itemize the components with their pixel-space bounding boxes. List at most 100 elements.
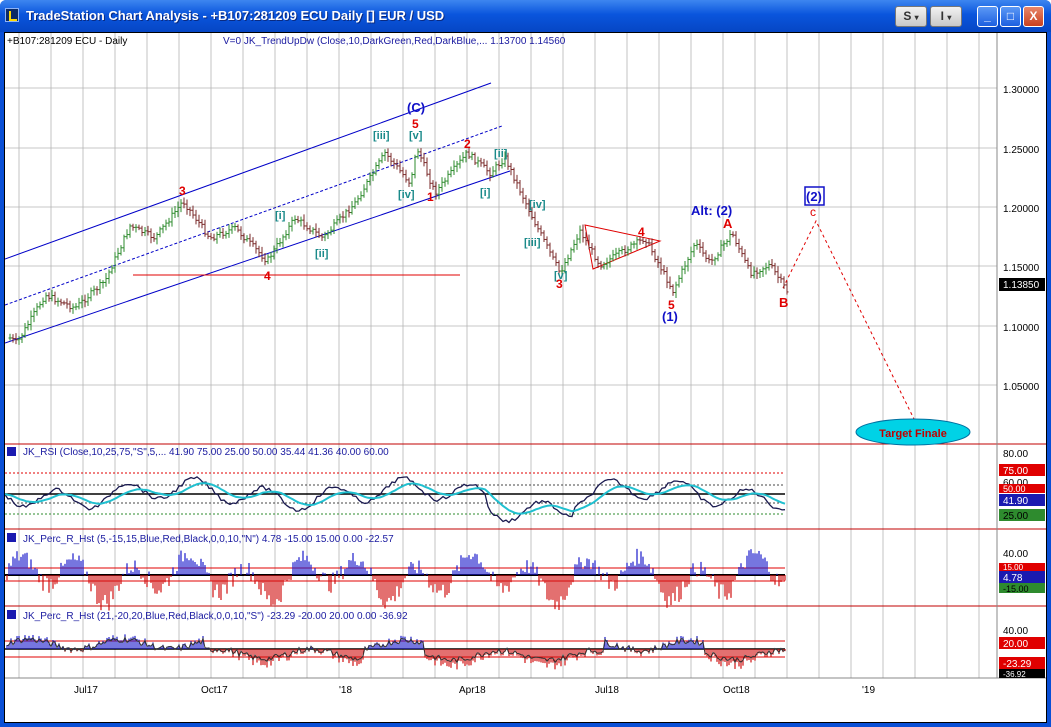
rsi-tick: 75.00 [1003, 466, 1028, 477]
time-tick: Oct17 [201, 685, 228, 696]
wave-label: [i] [480, 187, 491, 199]
perc2-tick: -23.29 [1003, 659, 1032, 670]
chart-frame[interactable]: +B107:281209 ECU - Daily V=0 JK_TrendUpD… [4, 32, 1047, 723]
price-bars[interactable] [8, 147, 789, 345]
minimize-icon: _ [984, 9, 991, 23]
wave2-box [804, 186, 825, 206]
time-tick: Apr18 [459, 685, 486, 696]
time-tick: Jul17 [74, 685, 98, 696]
target-finale-bubble[interactable] [855, 418, 971, 446]
indicator-icon[interactable] [7, 533, 16, 542]
wave-label: [v] [554, 270, 568, 282]
chevron-down-icon: ▾ [947, 13, 952, 22]
channel-upper-line[interactable] [5, 82, 492, 260]
wave-label: [v] [409, 130, 423, 142]
wave-label: [iv] [398, 189, 415, 201]
rsi-average-line [5, 482, 786, 515]
perc2-low-marker [999, 669, 1045, 678]
last-price-marker [999, 278, 1045, 291]
wave-label: [iii] [524, 237, 541, 249]
rsi-25-marker [999, 509, 1045, 521]
perc2-tick: 40.00 [1003, 626, 1028, 637]
perc1-tick: -15.00 [1003, 584, 1029, 594]
price-tick: 1.20000 [1003, 204, 1040, 215]
time-tick: Oct18 [723, 685, 750, 696]
price-tick: 1.15000 [1003, 263, 1040, 274]
indicator-icon[interactable] [7, 610, 16, 619]
channel-midline[interactable] [5, 125, 503, 306]
price-tick: 1.30000 [1003, 85, 1040, 96]
perc-r-label-1[interactable]: JK_Perc_R_Hst (5,-15,15,Blue,Red,Black,0… [23, 534, 394, 545]
time-axis[interactable]: Jul17 Oct17 '18 Apr18 Jul18 Oct18 '19 [74, 685, 875, 696]
wave-label: 3 [179, 184, 186, 198]
wave-label: 3 [556, 277, 563, 291]
rsi-tick: 80.00 [1003, 449, 1028, 460]
perc-histogram-1 [6, 548, 786, 611]
perc1-tick: 4.78 [1003, 573, 1023, 584]
grid-lines [5, 33, 997, 678]
rsi-label[interactable]: JK_RSI (Close,10,25,75,"S",5,... 41.90 7… [23, 447, 389, 458]
perc2-current-marker [999, 657, 1045, 669]
s-menu-button[interactable]: S ▾ [895, 6, 927, 27]
minimize-button[interactable]: _ [977, 6, 998, 27]
channel-lower-line[interactable] [5, 170, 511, 344]
chevron-down-icon: ▾ [914, 13, 919, 22]
price-tick: 1.05000 [1003, 382, 1040, 393]
trend-indicator-label[interactable]: V=0 JK_TrendUpDw (Close,10,DarkGreen,Red… [223, 36, 566, 47]
wave-label: 5 [668, 298, 675, 312]
projection-path[interactable] [782, 219, 918, 426]
i-button-label: I [940, 9, 944, 23]
title-bar[interactable]: TradeStation Chart Analysis - +B107:2812… [0, 0, 1051, 32]
window-title: TradeStation Chart Analysis - +B107:2812… [26, 8, 445, 23]
wave-labels: (C) 5 3 4 [iii] [v] [iv] [i] [ii] 1 2 [i… [179, 100, 816, 324]
perc-r-label-2[interactable]: JK_Perc_R_Hst (21,-20,20,Blue,Red,Black,… [23, 611, 408, 622]
perc-r-panel-1[interactable]: JK_Perc_R_Hst (5,-15,15,Blue,Red,Black,0… [5, 533, 1045, 611]
wave-label: A [723, 216, 733, 231]
perc2-tick: -36.92 [1003, 670, 1026, 679]
rsi-tick: 50.00 [1003, 484, 1026, 494]
time-tick: '19 [862, 685, 875, 696]
elliott-channel[interactable] [5, 82, 918, 426]
wave-label: (1) [662, 309, 678, 324]
wave-label: 2 [464, 137, 471, 151]
wave-label: 1 [427, 190, 434, 204]
close-icon: X [1029, 9, 1038, 23]
wave-label: [ii] [494, 148, 508, 160]
rsi-50-marker [999, 484, 1045, 493]
wave-label: c [810, 205, 816, 219]
perc-r-panel-2[interactable]: JK_Perc_R_Hst (21,-20,20,Blue,Red,Black,… [5, 610, 1045, 679]
perc1-lower-marker [999, 583, 1045, 593]
indicator-icon[interactable] [7, 447, 16, 456]
time-tick: Jul18 [595, 685, 619, 696]
perc1-tick: 40.00 [1003, 549, 1028, 560]
price-tick: 1.25000 [1003, 145, 1040, 156]
rsi-panel[interactable]: JK_RSI (Close,10,25,75,"S",5,... 41.90 7… [5, 447, 1045, 524]
perc1-upper-marker [999, 563, 1045, 571]
wave-label: [i] [275, 210, 286, 222]
chart-canvas[interactable]: +B107:281209 ECU - Daily V=0 JK_TrendUpD… [5, 33, 1047, 723]
price-tick: 1.10000 [1003, 323, 1040, 334]
rsi-75-marker [999, 464, 1045, 476]
wave-label: (2) [806, 189, 822, 204]
last-price-value: 1.13850 [1003, 280, 1040, 291]
wave-label: 4 [638, 225, 645, 239]
i-menu-button[interactable]: I ▾ [930, 6, 962, 27]
wave-label: [iii] [373, 130, 390, 142]
perc2-signal-line [6, 635, 786, 664]
wave-label: [ii] [315, 248, 329, 260]
wave-label: 5 [412, 117, 419, 131]
perc1-current-marker [999, 571, 1045, 583]
wave-label: Alt: (2) [691, 203, 732, 218]
perc2-tick: 20.00 [1003, 639, 1028, 650]
wave-label: 4 [264, 269, 271, 283]
maximize-button[interactable]: □ [1000, 6, 1021, 27]
tradestation-app-icon[interactable] [5, 8, 19, 22]
close-button[interactable]: X [1023, 6, 1044, 27]
symbol-label: +B107:281209 ECU - Daily [7, 36, 127, 47]
wave-label: (C) [407, 100, 425, 115]
price-axis[interactable]: 1.30000 1.25000 1.20000 1.15000 1.10000 … [1003, 85, 1040, 393]
s-button-label: S [903, 9, 912, 23]
perc1-tick: 15.00 [1003, 563, 1024, 572]
rsi-current-marker [999, 494, 1045, 506]
